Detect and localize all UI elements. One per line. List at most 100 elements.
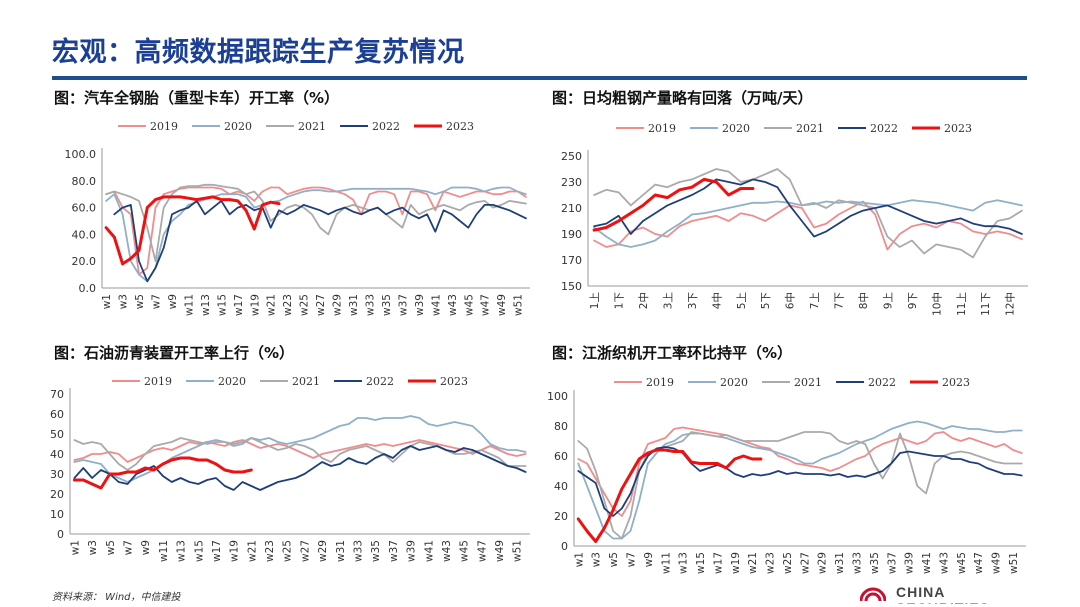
series-line-2019 <box>593 200 1023 251</box>
series-line-2021 <box>593 168 1023 259</box>
legend-label-2023: 2023 <box>440 375 468 388</box>
title-divider <box>52 76 1027 80</box>
y-tick-label: 210 <box>561 202 582 215</box>
x-tick-label: w17 <box>233 294 245 316</box>
x-tick-label: 8中 <box>857 292 870 309</box>
x-tick-label: w13 <box>678 552 690 574</box>
x-tick-label: w13 <box>200 294 212 316</box>
y-tick-label: 40 <box>554 480 568 493</box>
x-tick-label: w33 <box>353 540 365 562</box>
y-tick-label: 10 <box>50 508 64 521</box>
x-tick-label: w25 <box>282 540 294 562</box>
legend-label-2022: 2022 <box>372 120 400 133</box>
x-tick-label: w35 <box>370 540 382 562</box>
x-tick-label: w37 <box>388 540 400 562</box>
crude-steel-output-chart: 150 170 190 210 230 250 1上 1下 2中 3上 3下 4中 5上 5下 6中 7上 7下… <box>561 122 1028 316</box>
x-tick-label: w19 <box>730 552 742 574</box>
x-tick-label: w3 <box>118 294 130 309</box>
x-tick-label: 7下 <box>834 292 846 309</box>
legend-label-2020: 2020 <box>218 375 246 388</box>
x-tick-label: w45 <box>459 540 471 562</box>
x-tick-label: w1 <box>101 294 113 309</box>
x-tick-label: w5 <box>134 294 146 309</box>
x-tick-label: 9下 <box>907 292 919 309</box>
series-line-2020 <box>577 420 1023 540</box>
series-line-2020 <box>73 415 527 483</box>
x-tick-label: w15 <box>216 294 228 316</box>
x-tick-label: w45 <box>956 552 968 574</box>
x-tick-label: w23 <box>264 540 276 562</box>
x-tick-label: w25 <box>299 294 311 316</box>
series-line-2021 <box>73 437 527 471</box>
x-tick-label: w27 <box>799 552 811 574</box>
legend-label-2021: 2021 <box>298 120 326 133</box>
x-tick-label: w11 <box>158 540 170 562</box>
logo-text: CHINA SECURITIES <box>896 584 989 604</box>
x-tick-label: w41 <box>430 294 442 316</box>
x-tick-label: w17 <box>211 540 223 562</box>
x-tick-label: 1下 <box>614 292 626 309</box>
x-tick-label: w35 <box>381 294 393 316</box>
source-note: 资料来源： Wind，中信建投 <box>52 592 181 603</box>
x-tick-label: w39 <box>904 552 916 574</box>
asphalt-operating-rate-chart: 0 10 20 30 40 50 60 70 w1 w3 w5 w7 w9 w11 w13 w15 w17 w19… <box>50 375 530 562</box>
y-tick-label: 20 <box>554 510 568 523</box>
series-line-2022 <box>593 178 1023 238</box>
x-tick-label: w13 <box>176 540 188 562</box>
chart-title-loom: 图：江浙织机开工率环比持平（%） <box>552 344 793 362</box>
series-line-2023 <box>592 177 755 232</box>
x-tick-label: w35 <box>869 552 881 574</box>
y-tick-label: 0 <box>561 540 568 553</box>
x-tick-label: w7 <box>626 552 638 567</box>
x-tick-label: w9 <box>167 294 179 309</box>
x-tick-label: w33 <box>365 294 377 316</box>
x-tick-label: w49 <box>494 540 506 562</box>
x-tick-label: w43 <box>447 294 459 316</box>
x-tick-label: 1上 <box>589 292 601 309</box>
x-tick-label: 9上 <box>882 292 894 309</box>
chart-title-tire: 图：汽车全钢胎（重型卡车）开工率（%） <box>54 89 340 107</box>
y-tick-label: 60.0 <box>72 202 97 215</box>
x-tick-label: 11下 <box>980 292 992 316</box>
x-tick-label: w43 <box>441 540 453 562</box>
legend-label-2023: 2023 <box>944 122 972 135</box>
x-tick-label: w3 <box>591 552 603 567</box>
x-tick-label: w19 <box>229 540 241 562</box>
legend-label-2022: 2022 <box>366 375 394 388</box>
x-tick-label: 3上 <box>662 292 674 309</box>
y-tick-label: 50 <box>50 428 64 441</box>
legend-label-2023: 2023 <box>942 376 970 389</box>
legend-label-2021: 2021 <box>794 376 822 389</box>
y-tick-label: 20.0 <box>72 255 97 268</box>
y-tick-label: 20 <box>50 488 64 501</box>
x-tick-label: w27 <box>315 294 327 316</box>
series-line-2019 <box>73 439 527 463</box>
chart-title-steel: 图：日均粗钢产量略有回落（万吨/天） <box>552 89 813 107</box>
y-tick-label: 250 <box>561 150 582 163</box>
x-tick-label: w47 <box>973 552 985 574</box>
x-tick-label: w23 <box>765 552 777 574</box>
x-tick-label: w11 <box>183 294 195 316</box>
y-tick-label: 0 <box>57 528 64 541</box>
x-tick-label: w17 <box>712 552 724 574</box>
x-tick-label: w9 <box>140 540 152 555</box>
chart-title-asphalt: 图：石油沥青装置开工率上行（%） <box>54 344 295 362</box>
x-tick-label: w3 <box>87 540 99 555</box>
x-tick-label: w43 <box>938 552 950 574</box>
y-tick-label: 0.0 <box>79 282 97 295</box>
series-line-2023 <box>72 456 253 490</box>
y-tick-label: 100 <box>547 390 568 403</box>
x-tick-label: w37 <box>886 552 898 574</box>
x-tick-label: w47 <box>480 294 492 316</box>
y-tick-label: 70 <box>50 388 64 401</box>
x-tick-label: 5上 <box>736 292 748 309</box>
x-tick-label: 10中 <box>930 292 943 316</box>
x-tick-label: w41 <box>921 552 933 574</box>
legend-label-2019: 2019 <box>150 120 178 133</box>
series-line-2021 <box>105 183 527 263</box>
x-tick-label: 4中 <box>710 292 723 309</box>
x-tick-label: w21 <box>266 294 278 316</box>
x-tick-label: w29 <box>317 540 329 562</box>
x-tick-label: w37 <box>397 294 409 316</box>
x-tick-label: w31 <box>335 540 347 562</box>
